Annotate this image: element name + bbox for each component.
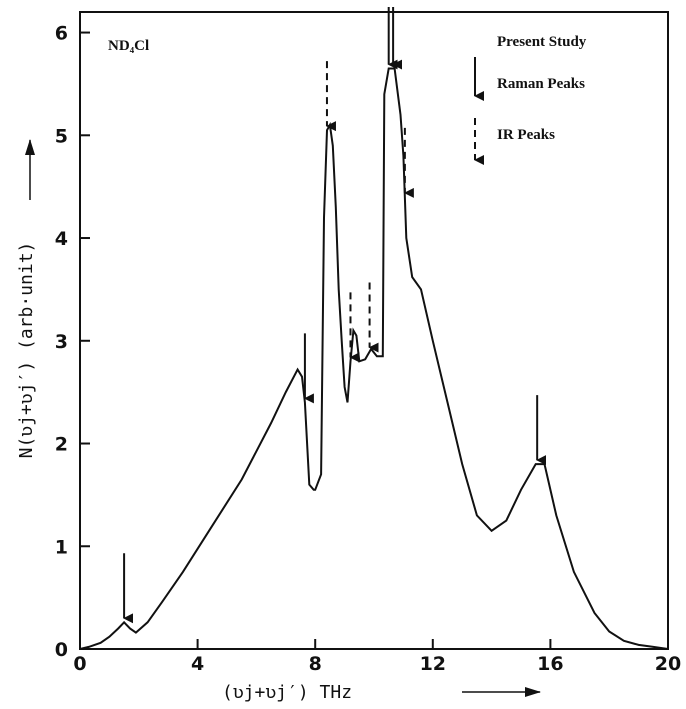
plot-frame — [79, 11, 669, 650]
x-ticks: 0 4 8 12 16 20 — [73, 639, 681, 675]
y-tick-label: 4 — [55, 228, 68, 250]
y-tick-label: 5 — [55, 125, 68, 147]
y-ticks: 0 1 2 3 4 5 6 — [55, 23, 90, 661]
peak-arrows — [123, 7, 547, 624]
legend-raman-label: Raman Peaks — [497, 76, 585, 92]
y-tick-label: 6 — [55, 23, 68, 45]
y-axis-label: N(ʋj+ʋj′) (arb·unit) — [16, 242, 37, 459]
legend-ir-label: IR Peaks — [497, 127, 555, 143]
x-tick-label: 20 — [655, 653, 681, 675]
y-tick-label: 0 — [55, 639, 68, 661]
legend-title: Present Study — [497, 34, 587, 50]
legend: Present Study Raman Peaks IR Peaks — [474, 34, 587, 165]
y-tick-label: 3 — [55, 331, 68, 353]
x-tick-label: 8 — [309, 653, 322, 675]
spectrum-curve — [79, 67, 669, 650]
x-tick-label: 12 — [420, 653, 446, 675]
x-tick-label: 0 — [73, 653, 86, 675]
x-axis-label: (ʋj+ʋj′) THz — [222, 682, 352, 703]
x-tick-label: 4 — [191, 653, 204, 675]
x-tick-label: 16 — [537, 653, 563, 675]
compound-label: ND₄Cl — [108, 38, 149, 54]
y-tick-label: 2 — [55, 434, 68, 456]
y-tick-label: 1 — [55, 536, 68, 558]
